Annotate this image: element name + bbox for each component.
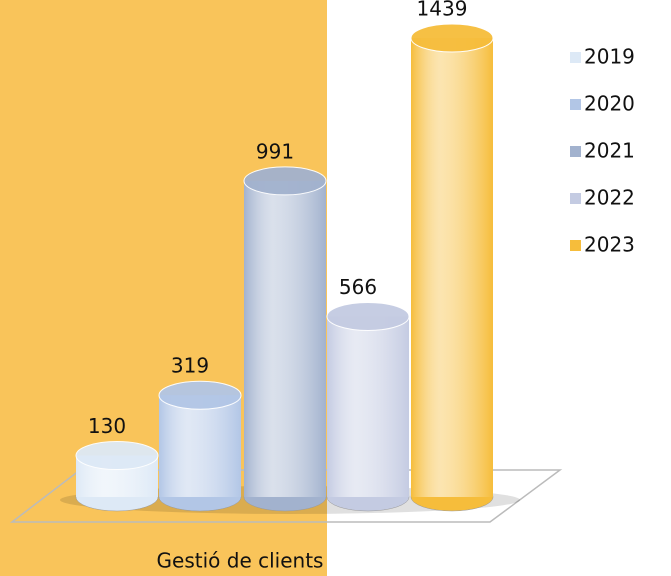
cylinder-top xyxy=(243,166,327,196)
data-label: 566 xyxy=(339,275,377,299)
legend-swatch xyxy=(570,193,581,204)
cylinder-top xyxy=(410,23,494,53)
legend-label: 2022 xyxy=(584,186,635,210)
cylinder-top xyxy=(326,301,410,331)
legend-label: 2019 xyxy=(584,45,635,69)
cylinder-top xyxy=(158,380,242,410)
bar-shading xyxy=(327,316,409,497)
legend-label: 2021 xyxy=(584,139,635,163)
legend-swatch xyxy=(570,240,581,251)
data-label: 991 xyxy=(256,139,294,163)
legend-label: 2020 xyxy=(584,92,635,116)
floor xyxy=(9,469,563,523)
data-label: 130 xyxy=(88,414,126,438)
legend-swatch xyxy=(570,99,581,110)
legend-swatch xyxy=(570,146,581,157)
data-label: 1439 xyxy=(417,0,468,21)
legend-label: 2023 xyxy=(584,233,635,257)
bar-shading xyxy=(411,38,493,497)
data-label: 319 xyxy=(171,354,209,378)
legend-swatch xyxy=(570,52,581,63)
bar-shading xyxy=(244,180,326,497)
cylinder-top xyxy=(75,441,159,471)
bar-shading xyxy=(159,395,241,497)
x-tick-label: Gestió de clients xyxy=(157,549,324,573)
